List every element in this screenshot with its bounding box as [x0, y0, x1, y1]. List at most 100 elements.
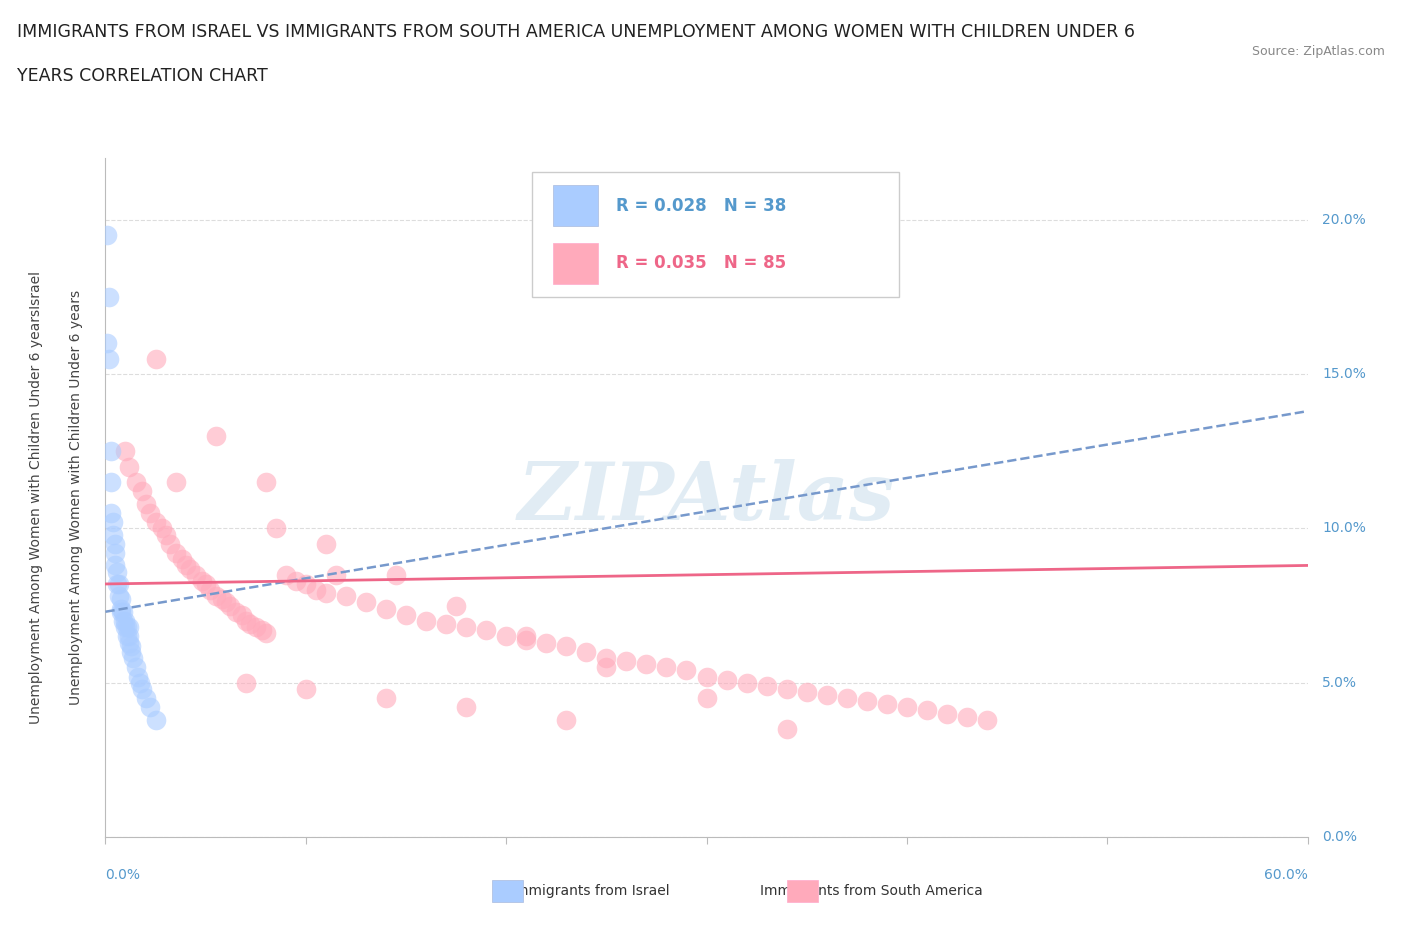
Point [218, 598, 240, 613]
Point [434, 617, 457, 631]
Point [107, 565, 129, 579]
Point [100, 444, 122, 458]
Point [385, 567, 408, 582]
Point [194, 577, 217, 591]
Point [374, 601, 398, 616]
Text: Unemployment Among Women with Children Under 6 yearsIsrael: Unemployment Among Women with Children U… [28, 271, 42, 724]
Point [214, 595, 236, 610]
Point [896, 700, 918, 715]
Point [145, 712, 167, 727]
Point [103, 515, 125, 530]
Point [696, 691, 718, 706]
Point [454, 619, 477, 634]
Point [735, 675, 758, 690]
Text: 5.0%: 5.0% [1322, 676, 1357, 690]
Point [776, 682, 799, 697]
Point [776, 722, 799, 737]
Point [204, 589, 226, 604]
Point [131, 484, 153, 498]
Text: R = 0.028   N = 38: R = 0.028 N = 38 [616, 196, 786, 215]
Point [138, 506, 160, 521]
Point [515, 632, 537, 647]
Text: Immigrants from South America: Immigrants from South America [761, 884, 983, 898]
Point [165, 474, 187, 489]
Point [179, 561, 201, 576]
Point [135, 497, 157, 512]
Point [118, 619, 141, 634]
Point [534, 635, 557, 650]
Point [876, 697, 898, 711]
Point [595, 660, 617, 675]
Point [254, 626, 277, 641]
Text: R = 0.035   N = 85: R = 0.035 N = 85 [616, 254, 786, 272]
Point [114, 614, 136, 629]
Point [198, 583, 221, 598]
Point [103, 527, 125, 542]
Text: IMMIGRANTS FROM ISRAEL VS IMMIGRANTS FROM SOUTH AMERICA UNEMPLOYMENT AMONG WOMEN: IMMIGRANTS FROM ISRAEL VS IMMIGRANTS FRO… [17, 23, 1135, 41]
Point [107, 577, 129, 591]
Point [108, 577, 131, 591]
Point [235, 675, 257, 690]
FancyBboxPatch shape [553, 185, 599, 226]
Point [956, 710, 979, 724]
Point [395, 607, 418, 622]
Point [515, 629, 537, 644]
Point [145, 352, 167, 366]
Point [295, 682, 318, 697]
Point [117, 629, 139, 644]
Point [315, 586, 337, 601]
Point [374, 691, 398, 706]
Point [815, 687, 838, 702]
Point [575, 644, 598, 659]
Point [108, 589, 131, 604]
Point [135, 691, 157, 706]
Point [118, 635, 141, 650]
Point [231, 607, 253, 622]
Point [110, 604, 132, 619]
Point [835, 691, 858, 706]
Point [755, 678, 778, 693]
Point [117, 619, 139, 634]
Point [855, 694, 877, 709]
Point [112, 614, 135, 629]
Point [274, 567, 297, 582]
Point [796, 684, 818, 699]
Point [104, 546, 127, 561]
Point [100, 506, 122, 521]
Point [415, 614, 437, 629]
Point [204, 429, 226, 444]
Point [131, 682, 153, 697]
Point [595, 651, 617, 666]
Point [716, 672, 738, 687]
FancyBboxPatch shape [553, 243, 599, 284]
Point [295, 577, 318, 591]
Point [495, 629, 517, 644]
Point [122, 651, 145, 666]
Point [184, 567, 207, 582]
Point [235, 614, 257, 629]
Point [555, 712, 578, 727]
Point [104, 558, 127, 573]
Point [284, 574, 307, 589]
Point [118, 459, 141, 474]
Point [325, 567, 347, 582]
Y-axis label: Unemployment Among Women with Children Under 6 years: Unemployment Among Women with Children U… [69, 290, 83, 705]
Point [114, 444, 136, 458]
Point [264, 521, 287, 536]
Point [124, 660, 146, 675]
Point [104, 537, 127, 551]
Point [915, 703, 938, 718]
Point [936, 706, 959, 721]
Point [98, 352, 121, 366]
Point [305, 583, 328, 598]
Point [145, 515, 167, 530]
Point [155, 527, 177, 542]
Point [354, 595, 377, 610]
Text: 10.0%: 10.0% [1322, 522, 1365, 536]
Text: 0.0%: 0.0% [1322, 830, 1357, 844]
Point [138, 700, 160, 715]
Point [96, 336, 118, 351]
Text: 15.0%: 15.0% [1322, 367, 1365, 381]
Point [98, 289, 121, 304]
Point [675, 663, 697, 678]
